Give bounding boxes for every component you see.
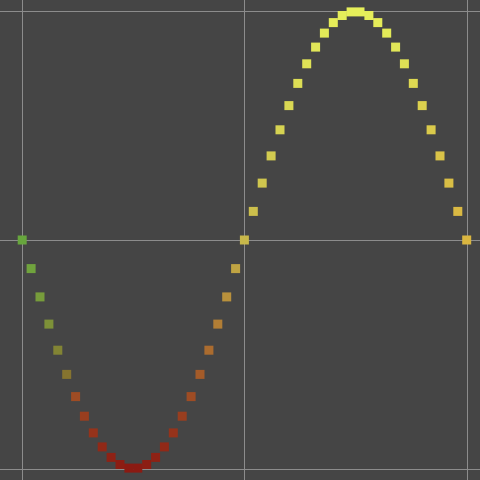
data-point bbox=[151, 452, 161, 462]
data-point bbox=[71, 392, 81, 402]
data-point bbox=[391, 42, 401, 52]
data-point bbox=[195, 369, 205, 379]
data-points bbox=[17, 7, 472, 473]
data-point bbox=[106, 452, 116, 462]
data-point bbox=[444, 178, 454, 188]
data-point bbox=[97, 442, 107, 452]
data-point bbox=[284, 101, 294, 111]
data-point bbox=[168, 428, 178, 438]
data-point bbox=[382, 28, 392, 38]
data-point bbox=[115, 460, 125, 469]
data-point bbox=[311, 42, 321, 52]
data-point bbox=[346, 7, 356, 17]
data-point bbox=[35, 292, 45, 302]
data-point bbox=[373, 18, 383, 28]
data-point bbox=[302, 59, 312, 69]
data-point bbox=[319, 28, 329, 38]
data-point bbox=[53, 345, 63, 355]
data-point bbox=[231, 264, 241, 274]
data-point bbox=[44, 319, 54, 329]
data-point bbox=[337, 11, 347, 20]
data-point bbox=[417, 101, 427, 111]
data-point bbox=[293, 78, 303, 88]
data-point bbox=[399, 59, 409, 69]
data-point bbox=[426, 125, 436, 135]
data-point bbox=[124, 463, 134, 473]
data-point bbox=[222, 292, 232, 302]
data-point bbox=[239, 235, 249, 245]
data-point bbox=[62, 369, 72, 379]
data-point bbox=[453, 206, 463, 216]
data-point bbox=[275, 125, 285, 135]
data-point bbox=[133, 463, 143, 473]
data-point bbox=[328, 18, 338, 28]
data-point bbox=[186, 392, 196, 402]
data-point bbox=[17, 235, 27, 245]
data-point bbox=[462, 235, 472, 245]
data-point bbox=[248, 206, 258, 216]
data-point bbox=[408, 78, 418, 88]
data-point bbox=[435, 151, 445, 161]
data-point bbox=[142, 460, 152, 469]
data-point bbox=[364, 11, 374, 20]
data-point bbox=[88, 428, 98, 438]
data-point bbox=[26, 264, 36, 274]
data-point bbox=[79, 411, 89, 421]
data-point bbox=[213, 319, 223, 329]
data-point bbox=[159, 442, 169, 452]
data-point bbox=[355, 7, 365, 17]
data-point bbox=[204, 345, 214, 355]
data-point bbox=[266, 151, 276, 161]
data-point bbox=[257, 178, 267, 188]
data-point bbox=[177, 411, 187, 421]
